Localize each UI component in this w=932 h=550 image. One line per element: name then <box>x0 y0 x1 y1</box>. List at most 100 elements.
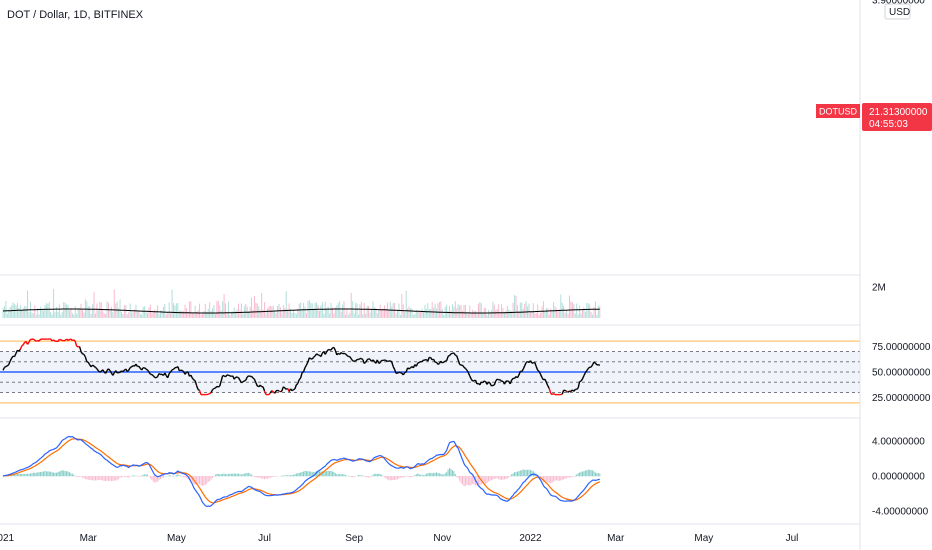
volume-bar <box>308 299 310 318</box>
rsi-line-segment <box>193 379 196 382</box>
volume-pane <box>2 289 601 318</box>
volume-bar <box>352 301 354 318</box>
volume-bar <box>529 311 531 318</box>
volume-bar <box>277 306 279 318</box>
volume-bar <box>493 304 495 318</box>
macd-histogram-bar <box>373 473 375 477</box>
volume-bar <box>401 293 403 318</box>
macd-histogram-bar <box>227 473 229 477</box>
macd-histogram-bar <box>527 469 529 477</box>
volume-bar <box>349 313 351 318</box>
rsi-line-segment <box>92 364 95 367</box>
rsi-line-segment <box>417 361 420 364</box>
volume-bar <box>443 314 445 318</box>
volume-bar <box>488 309 490 318</box>
macd-histogram-bar <box>524 469 526 477</box>
volume-bar <box>514 294 516 318</box>
macd-signal-line <box>2 438 601 504</box>
rsi-line-segment <box>74 341 78 347</box>
rsi-line-segment <box>313 355 316 358</box>
volume-bar <box>436 308 438 318</box>
volume-bar <box>412 314 414 318</box>
price-axis[interactable]: 70.0000000050.0000000035.0000000022.0000… <box>872 0 931 518</box>
macd-histogram-bar <box>301 472 303 477</box>
macd-histogram-bar <box>142 474 144 477</box>
time-axis[interactable]: 2021 Mar May Jul Sep Nov 2022 Mar May Jul <box>0 533 798 544</box>
currency-label: USD <box>889 7 910 18</box>
rsi-line-segment <box>496 378 499 381</box>
macd-histogram-bar <box>518 471 520 477</box>
rsi-line-segment <box>138 365 141 369</box>
volume-bar <box>408 306 410 318</box>
rsi-line-segment <box>447 354 450 357</box>
rsi-line-segment <box>507 380 510 383</box>
volume-bar <box>463 304 465 318</box>
volume-bar <box>281 312 283 318</box>
rsi-line-segment <box>525 360 528 364</box>
volume-bar <box>86 301 88 318</box>
volume-bar <box>142 306 144 318</box>
macd-histogram-bar <box>502 476 504 480</box>
time-tick-label: Mar <box>80 533 98 544</box>
volume-bar <box>284 308 286 318</box>
macd-histogram-bar <box>154 476 156 483</box>
volume-bar <box>450 310 452 318</box>
macd-histogram-bar <box>152 476 154 482</box>
macd-histogram-bar <box>363 476 365 477</box>
macd-histogram-bar <box>460 476 462 484</box>
rsi-line-segment <box>217 385 221 388</box>
rsi-line-segment <box>385 359 388 363</box>
volume-bar <box>42 310 44 318</box>
volume-bar <box>269 305 271 318</box>
volume-bar <box>560 294 562 318</box>
macd-histogram-bar <box>170 475 172 477</box>
volume-bar <box>58 304 60 318</box>
volume-bar <box>253 295 255 318</box>
volume-bar <box>498 304 500 318</box>
macd-histogram-bar <box>223 473 225 477</box>
chart-title: DOT / Dollar, 1D, BITFINEX <box>7 9 144 21</box>
volume-bar <box>438 301 440 318</box>
macd-histogram-bar <box>249 473 251 477</box>
volume-bar <box>297 308 299 318</box>
rsi-line-segment <box>4 365 7 368</box>
macd-histogram-bar <box>64 471 66 477</box>
currency-button[interactable]: USD <box>884 3 911 20</box>
macd-histogram-bar <box>29 473 31 477</box>
rsi-line-segment <box>324 351 328 355</box>
volume-bar <box>469 305 471 318</box>
macd-histogram-bar <box>324 471 326 477</box>
macd-histogram-bar <box>411 476 413 477</box>
volume-bar <box>31 312 33 318</box>
rsi-line-segment <box>488 381 491 384</box>
macd-histogram-bar <box>499 476 501 480</box>
macd-histogram-bar <box>44 471 46 477</box>
volume-bar <box>32 313 34 318</box>
volume-bar <box>92 304 94 318</box>
macd-histogram-bar <box>204 476 206 486</box>
macd-histogram-bar <box>288 475 290 477</box>
macd-histogram-bar <box>579 472 581 477</box>
rsi-line-segment <box>158 372 161 376</box>
rsi-line-segment <box>529 360 533 364</box>
macd-histogram-bar <box>593 471 595 477</box>
rsi-line-segment <box>363 361 367 365</box>
volume-bar <box>522 308 524 318</box>
macd-histogram-bar <box>359 475 361 477</box>
rsi-line-segment <box>155 376 159 379</box>
volume-bar <box>294 312 296 318</box>
macd-histogram-bar <box>84 476 86 480</box>
volume-bar <box>268 306 270 318</box>
macd-histogram-bar <box>522 469 524 477</box>
volume-bar <box>110 306 112 318</box>
rsi-line-segment <box>210 389 214 393</box>
rsi-line-segment <box>598 364 601 366</box>
rsi-line-segment <box>511 377 514 381</box>
volume-bar <box>379 304 381 318</box>
rsi-line-segment <box>187 371 191 377</box>
rsi-line-segment <box>586 368 589 372</box>
volume-bar <box>199 303 201 318</box>
rsi-line-segment <box>209 391 212 395</box>
volume-bar <box>155 312 157 318</box>
